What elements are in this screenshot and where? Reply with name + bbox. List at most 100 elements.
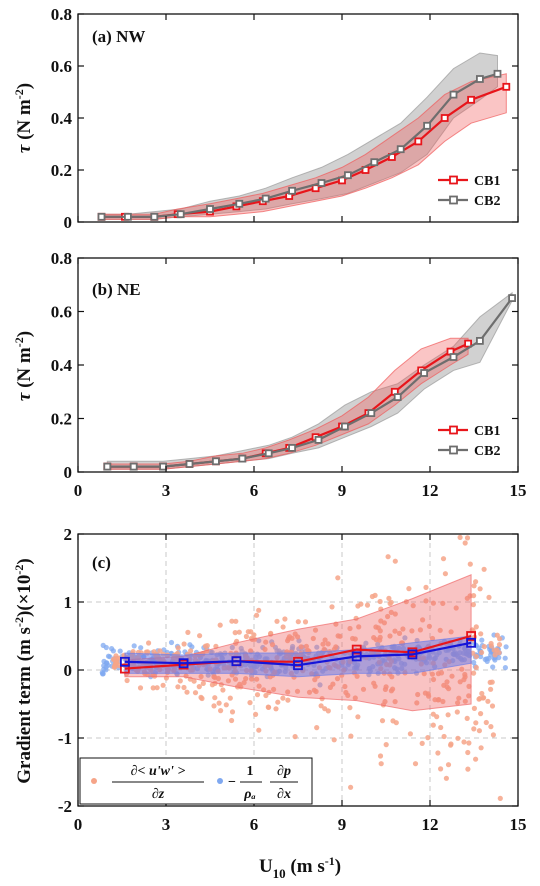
scatter-point-stress: [438, 724, 444, 731]
scatter-point-stress: [273, 706, 279, 712]
scatter-point-stress: [185, 629, 191, 636]
scatter-point-stress: [457, 534, 463, 541]
legend-entry: CB2: [438, 194, 500, 209]
scatter-point-stress: [383, 742, 389, 748]
scatter-point-pressure: [314, 644, 320, 650]
data-point: [407, 649, 418, 660]
scatter-point-stress: [419, 740, 425, 747]
scatter-point-stress: [285, 689, 291, 695]
legend-box: [79, 757, 313, 805]
x-tick-label: 6: [250, 815, 259, 834]
scatter-point-stress: [355, 714, 361, 720]
legend-minus: −: [228, 775, 236, 790]
y-tick-label: 0: [64, 661, 73, 680]
scatter-point-stress: [478, 631, 484, 637]
scatter-point-stress: [438, 670, 445, 676]
scatter-point-pressure: [402, 635, 408, 641]
scatter-point-stress: [331, 737, 337, 743]
series-line: [107, 297, 513, 468]
legend-denominator: ∂z: [152, 787, 165, 802]
scatter-point-stress: [423, 584, 429, 591]
scatter-point-stress: [454, 709, 460, 715]
scatter-point-stress: [303, 643, 309, 649]
data-point: [508, 294, 517, 303]
scatter-point-stress: [456, 695, 462, 701]
band-∂<u'w'>/∂z: [124, 574, 472, 712]
legend-label: CB2: [474, 444, 500, 459]
scatter-point-pressure: [502, 655, 508, 661]
scatter-point-stress: [114, 659, 120, 665]
scatter-point-stress: [223, 702, 229, 708]
legend-entry: CB1: [438, 174, 500, 189]
scatter-point-stress: [448, 629, 454, 635]
scatter-point-stress: [417, 627, 423, 633]
data-point: [235, 199, 244, 208]
legend-marker: [449, 425, 458, 435]
scatter-point-stress: [488, 686, 494, 692]
scatter-point-stress: [379, 718, 386, 724]
scatter-point-stress: [423, 598, 429, 604]
scatter-point-stress: [415, 691, 421, 698]
scatter-point-pressure: [256, 638, 262, 644]
data-point: [351, 651, 362, 662]
y-tick-label: 0: [64, 463, 73, 482]
data-point: [502, 82, 511, 91]
scatter-point-stress: [254, 692, 261, 698]
scatter-point-stress: [435, 750, 441, 756]
scatter-point-pressure: [471, 659, 477, 666]
data-point: [314, 435, 323, 444]
scatter-point-stress: [220, 687, 226, 693]
scatter-point-stress: [204, 643, 210, 649]
scatter-point-stress: [271, 686, 277, 693]
scatter-point-stress: [430, 600, 436, 606]
panel-c-x-axis-label: U10 (m s-1): [259, 854, 341, 881]
scatter-point-stress: [325, 641, 331, 647]
legend-marker: [449, 445, 458, 455]
scatter-point-stress: [488, 640, 494, 647]
scatter-point-pressure: [290, 643, 296, 650]
y-tick-label: 0.4: [51, 109, 73, 128]
scatter-point-stress: [430, 676, 437, 683]
x-tick-label: 9: [338, 815, 347, 834]
scatter-point-stress: [497, 795, 503, 802]
scatter-point-stress: [337, 633, 343, 639]
scatter-point-stress: [263, 639, 269, 645]
data-point: [367, 409, 376, 418]
data-point: [124, 212, 132, 221]
scatter-point-stress: [232, 630, 238, 636]
scatter-point-pressure: [492, 657, 498, 663]
scatter-point-stress: [467, 561, 473, 567]
scatter-point-pressure: [110, 648, 116, 654]
scatter-point-stress: [430, 722, 436, 728]
scatter-point-stress: [396, 630, 403, 637]
scatter-point-stress: [476, 696, 482, 702]
scatter-point-stress: [369, 593, 375, 600]
scatter-point-stress: [485, 698, 491, 704]
scatter-point-stress: [496, 650, 502, 656]
data-point: [466, 631, 477, 641]
scatter-point-stress: [455, 700, 461, 706]
band-CB1: [101, 73, 507, 220]
scatter-point-stress: [461, 677, 467, 683]
scatter-point-stress: [443, 775, 449, 781]
scatter-point-stress: [227, 695, 233, 701]
scatter-point-stress: [254, 612, 260, 618]
scatter-point-stress: [236, 629, 242, 635]
scatter-point-stress: [298, 644, 304, 650]
scatter-point-stress: [212, 674, 218, 681]
legend-den-rho: ρₐ: [243, 787, 255, 802]
panel-a-y-axis-label: τ (N m-2): [12, 83, 35, 153]
scatter-point-stress: [269, 642, 276, 648]
scatter-point-stress: [400, 626, 406, 632]
scatter-point-stress: [318, 703, 324, 709]
scatter-point-stress: [209, 682, 215, 688]
scatter-point-stress: [229, 709, 236, 715]
scatter-point-stress: [473, 579, 479, 585]
scatter-point-stress: [188, 648, 194, 654]
scatter-point-pressure: [100, 671, 106, 677]
scatter-point-stress: [275, 699, 281, 705]
scatter-point-stress: [321, 646, 327, 653]
scatter-point-stress: [280, 695, 286, 701]
data-point: [340, 422, 349, 431]
scatter-point-stress: [181, 641, 187, 647]
